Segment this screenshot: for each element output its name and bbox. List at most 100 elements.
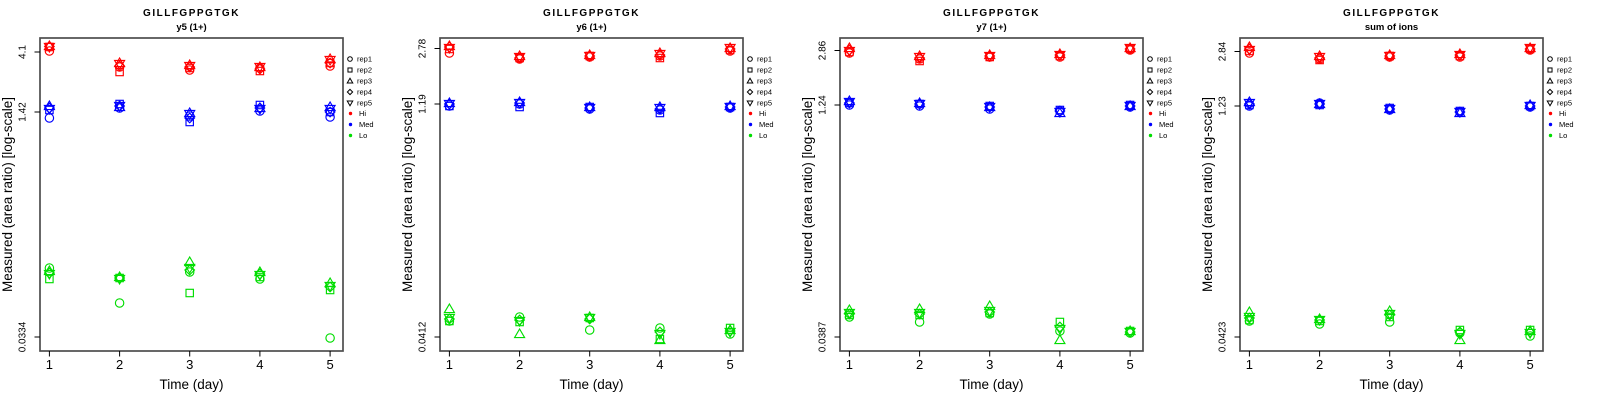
p3-med-d1-c <box>844 100 855 110</box>
p2-lo-d4-c <box>655 323 665 333</box>
series-hi <box>43 39 337 77</box>
p4-med-d4-t <box>1453 106 1466 118</box>
p3-hi-d4-c <box>1055 52 1065 62</box>
legend-marker-rep5 <box>746 100 754 107</box>
legend-label-rep3: rep3 <box>357 77 372 86</box>
p4-hi-d4-v <box>1453 50 1466 62</box>
p1-hi-d5-t <box>324 52 337 64</box>
legend-marker-rep2 <box>747 67 753 73</box>
legend-label-rep2: rep2 <box>1557 66 1572 75</box>
p4-med-d3-c <box>1384 105 1395 115</box>
p4-med-d2-v <box>1313 99 1326 111</box>
series-med <box>843 94 1137 119</box>
legend-label-Med: Med <box>1159 120 1174 129</box>
y-tick-label-0: 4.1 <box>18 45 29 59</box>
legend-marker-rep3 <box>1546 77 1554 84</box>
series-lo <box>843 299 1137 345</box>
p1-med-d3-s <box>185 117 194 127</box>
y-tick-label-0: 2.78 <box>418 38 429 58</box>
legend-label-rep4: rep4 <box>757 88 772 97</box>
p1-lo-d3-c <box>184 267 195 277</box>
legend-label-Lo: Lo <box>359 131 367 140</box>
p2-lo-d2-v <box>513 316 526 328</box>
p1-hi-d1-c <box>44 46 55 56</box>
plot-box <box>1239 37 1544 352</box>
panel-subtitle: y6 (1+) <box>576 22 606 33</box>
x-tick-label-2: 2 <box>916 357 923 372</box>
legend-label-rep2: rep2 <box>757 66 772 75</box>
p2-lo-d2-s <box>515 317 524 327</box>
x-tick-label-4: 4 <box>656 357 663 372</box>
p1-lo-d5-s <box>325 285 335 295</box>
p3-hi-d1-v <box>843 46 856 58</box>
panel-title: GILLFGPPGTGK <box>943 8 1040 19</box>
p2-hi-d5-c <box>725 46 735 56</box>
y-tick-label-1: 1.24 <box>818 95 829 115</box>
legend-dot-Med <box>748 122 753 127</box>
p4-lo-d3-v <box>1383 309 1396 321</box>
p4-lo-d4-v <box>1453 329 1466 341</box>
y-tick-label-2: 0.0423 <box>1218 321 1229 352</box>
legend-marker-rep4 <box>1146 88 1154 96</box>
x-tick-label-1: 1 <box>1246 357 1253 372</box>
panel-subtitle: y7 (1+) <box>976 22 1006 33</box>
legend-marker-rep2 <box>1147 67 1153 73</box>
legend-marker-rep1 <box>1147 56 1153 62</box>
p4-med-d3-t <box>1383 102 1396 114</box>
p3-hi-d1-c <box>844 48 855 58</box>
legend-label-Hi: Hi <box>759 109 766 118</box>
p2-hi-d1-v <box>443 43 456 55</box>
p4-lo-d5-c <box>1525 331 1535 341</box>
p1-lo-d4-c <box>255 274 265 284</box>
p3-lo-d5-c <box>1125 328 1135 338</box>
series-hi <box>843 41 1137 66</box>
legend-dot-Hi <box>748 111 753 116</box>
p3-med-d4-d <box>1054 105 1066 117</box>
y-tick-label-2: 0.0387 <box>818 321 829 352</box>
panel-title: GILLFGPPGTGK <box>1343 8 1440 19</box>
legend-label-Hi: Hi <box>359 109 366 118</box>
p1-hi-d3-c <box>184 65 195 75</box>
legend-marker-rep5 <box>1146 100 1154 107</box>
x-axis-label: Time (day) <box>559 377 623 392</box>
p2-hi-d2-c <box>514 54 525 64</box>
legend-marker-rep3 <box>1146 77 1154 84</box>
p1-lo-d3-s <box>185 288 194 298</box>
p2-lo-d3-c <box>584 325 595 335</box>
legend-label-Med: Med <box>759 120 774 129</box>
legend-label-rep4: rep4 <box>357 88 372 97</box>
legend-marker-rep4 <box>1546 88 1554 96</box>
p3-med-d1-d <box>843 97 856 109</box>
legend-marker-rep4 <box>346 88 354 96</box>
p2-hi-d1-s <box>445 44 454 54</box>
legend-marker-rep5 <box>1546 100 1554 107</box>
p1-med-d4-d <box>254 102 266 114</box>
x-axis-label: Time (day) <box>159 377 223 392</box>
x-tick-label-2: 2 <box>516 357 523 372</box>
x-tick-label-3: 3 <box>986 357 993 372</box>
p4-lo-d1-t <box>1243 305 1256 317</box>
panel-3: GILLFGPPGTGK y7 (1+) Measured (area ratio)… <box>800 8 1174 392</box>
p1-med-d3-v <box>183 109 196 121</box>
p1-hi-d5-c <box>325 61 335 71</box>
p2-lo-d4-v <box>653 329 666 341</box>
p3-lo-d4-v <box>1053 324 1066 336</box>
p4-lo-d1-c <box>1244 316 1255 326</box>
legend-dot-Lo <box>348 133 353 138</box>
p4-lo-d4-t <box>1453 333 1466 345</box>
legend-dot-Hi <box>1548 111 1553 116</box>
p2-lo-d3-d <box>584 313 596 325</box>
legend-label-rep2: rep2 <box>357 66 372 75</box>
p4-med-d2-s <box>1315 100 1324 110</box>
legend-label-Lo: Lo <box>1559 131 1567 140</box>
x-tick-label-3: 3 <box>186 357 193 372</box>
p2-hi-d1-c <box>444 48 455 58</box>
p2-lo-d4-t <box>653 333 666 345</box>
x-tick-label-2: 2 <box>1316 357 1323 372</box>
panel-1: GILLFGPPGTGK y5 (1+) Measured (area ratio)… <box>0 8 374 392</box>
legend-label-Med: Med <box>1559 120 1574 129</box>
